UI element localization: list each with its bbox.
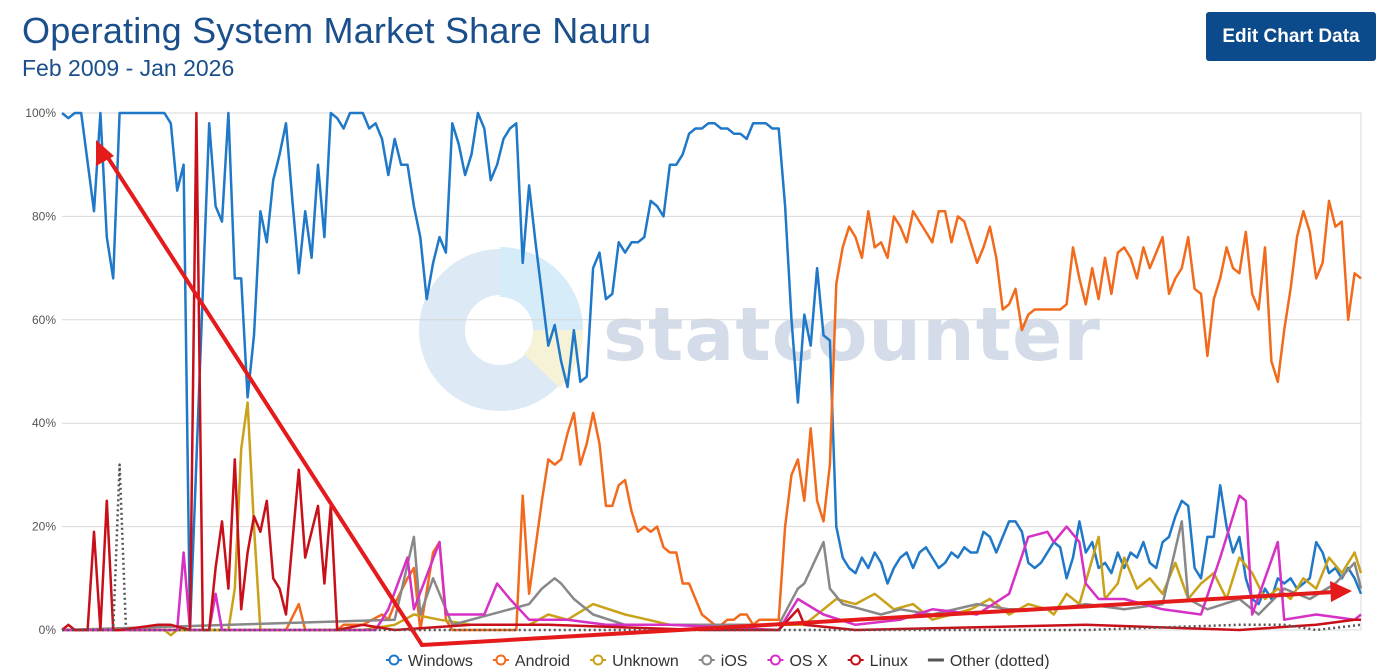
- chart-title: Operating System Market Share Nauru: [22, 10, 652, 51]
- y-tick-label: 40%: [32, 416, 56, 430]
- edit-chart-data-button[interactable]: Edit Chart Data: [1206, 12, 1376, 61]
- series-line-android: [62, 199, 1362, 632]
- watermark-text: statcounter: [603, 292, 1101, 378]
- annotation-arrow-line: [101, 148, 424, 647]
- annotation-arrow-line: [420, 590, 1336, 647]
- y-tick-label: 60%: [32, 313, 56, 327]
- legend-label: Unknown: [612, 653, 679, 669]
- legend-label: iOS: [721, 653, 748, 669]
- y-tick-label: 80%: [32, 209, 56, 223]
- legend-item-windows[interactable]: Windows: [386, 653, 473, 669]
- legend-label: OS X: [789, 653, 828, 669]
- legend-marker-icon: [769, 654, 781, 666]
- legend-marker-icon: [701, 654, 713, 666]
- annotation-arrowhead-icon: [96, 140, 114, 166]
- legend-label: Windows: [408, 653, 473, 669]
- series-line-other-dotted: [62, 463, 1362, 632]
- legend-marker-icon: [850, 654, 862, 666]
- legend-item-other-dotted[interactable]: Other (dotted): [927, 653, 1050, 669]
- legend-item-unknown[interactable]: Unknown: [590, 653, 679, 669]
- legend-label: Linux: [870, 653, 908, 669]
- legend-label: Other (dotted): [950, 653, 1050, 669]
- y-tick-label: 20%: [32, 520, 56, 534]
- y-tick-label: 100%: [25, 106, 56, 120]
- legend-label: Android: [515, 653, 570, 669]
- legend-marker-icon: [388, 654, 400, 666]
- series-line-os-x: [62, 494, 1362, 632]
- legend-item-os-x[interactable]: OS X: [767, 653, 828, 669]
- series-line-windows: [61, 111, 1363, 632]
- series-line-ios: [61, 520, 1363, 632]
- series-line-unknown: [62, 401, 1363, 637]
- legend-item-android[interactable]: Android: [492, 653, 570, 669]
- legend-item-linux[interactable]: Linux: [847, 653, 908, 669]
- legend-marker-icon: [495, 654, 507, 666]
- annotation-arrowhead-icon: [1330, 581, 1352, 602]
- annotation-arrows: [96, 140, 1352, 647]
- series-line-linux: [61, 111, 1361, 632]
- statcounter-watermark: statcounter: [419, 247, 1101, 411]
- y-tick-label: 0%: [39, 623, 57, 637]
- chart-subtitle: Feb 2009 - Jan 2026: [22, 55, 235, 81]
- legend-item-ios[interactable]: iOS: [698, 653, 748, 669]
- legend-marker-icon: [592, 654, 604, 666]
